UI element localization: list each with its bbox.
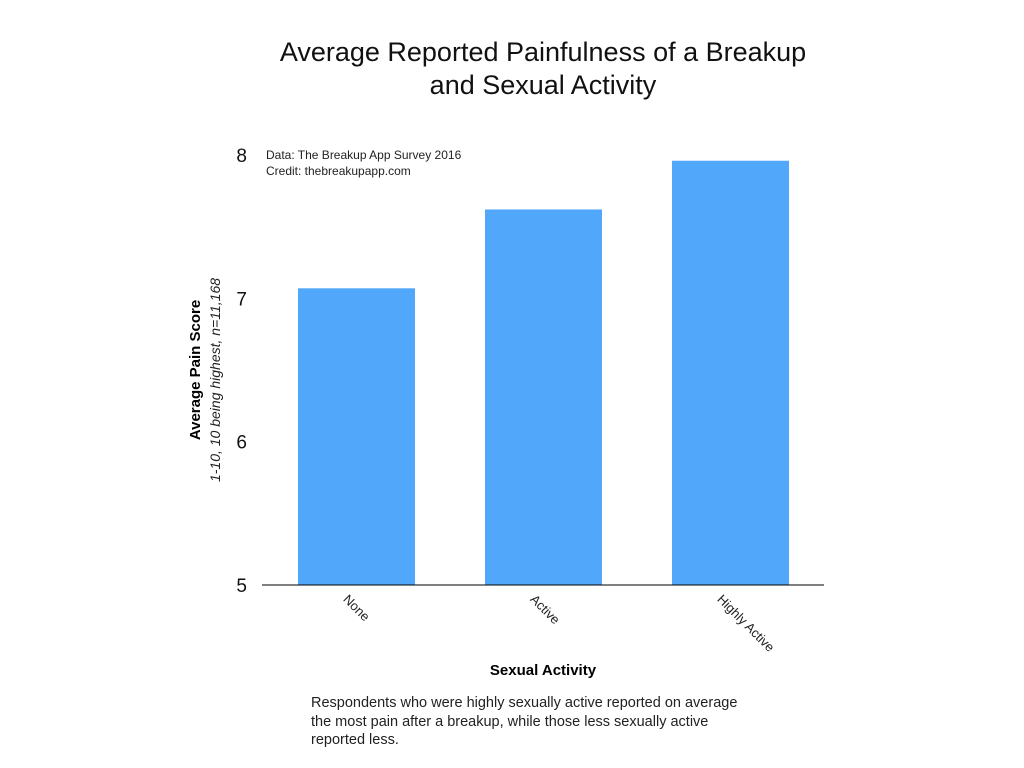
- source-note-line-1: Data: The Breakup App Survey 2016: [266, 148, 462, 162]
- x-tick-labels: None Active Highly Active: [340, 592, 777, 655]
- bar-highly-active: [672, 160, 789, 585]
- x-tick-label: Highly Active: [714, 592, 777, 655]
- x-axis-title: Sexual Activity: [490, 662, 597, 679]
- source-note-line-2: Credit: thebreakupapp.com: [266, 164, 411, 178]
- chart-title: Average Reported Painfulness of a Breaku…: [0, 36, 1024, 102]
- y-axis-title: Average Pain Score: [187, 300, 204, 440]
- caption-line-2: the most pain after a breakup, while tho…: [311, 713, 709, 730]
- y-tick-label: 7: [236, 289, 247, 310]
- x-tick-label: Active: [527, 592, 563, 628]
- y-axis-subtitle: 1-10, 10 being highest, n=11,168: [207, 278, 223, 482]
- bar-none: [298, 288, 415, 585]
- chart-caption: Respondents who were highly sexually act…: [311, 694, 781, 750]
- bars-group: [298, 160, 789, 585]
- y-tick-label: 8: [236, 146, 247, 167]
- chart-title-line-1: Average Reported Painfulness of a Breaku…: [279, 37, 807, 67]
- caption-line-1: Respondents who were highly sexually act…: [311, 695, 738, 711]
- y-tick-labels: 5 6 7 8: [236, 146, 247, 597]
- chart-title-line-2: and Sexual Activity: [429, 70, 657, 100]
- caption-line-3: reported less.: [311, 732, 399, 748]
- y-tick-label: 5: [236, 576, 247, 597]
- y-tick-label: 6: [236, 433, 247, 454]
- bar-active: [485, 209, 602, 585]
- x-tick-label: None: [340, 592, 373, 625]
